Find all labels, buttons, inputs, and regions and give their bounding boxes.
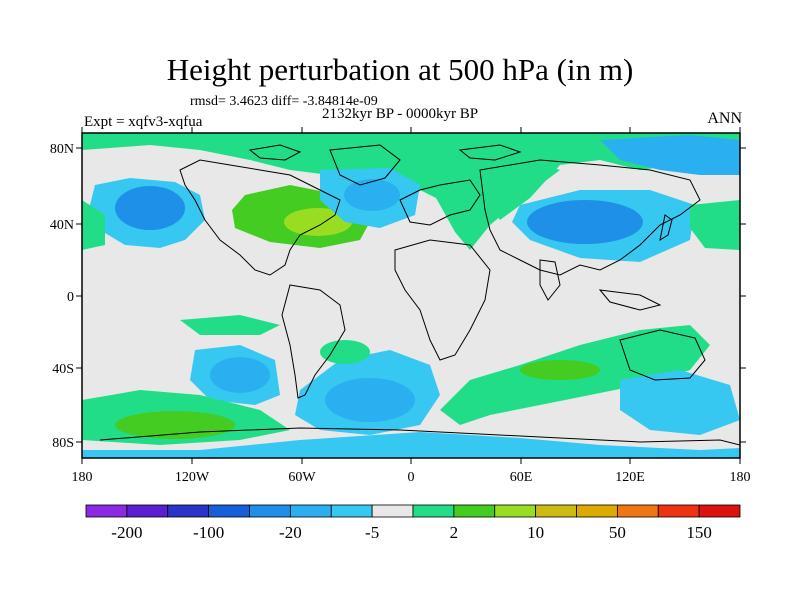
coast-asia — [479, 159, 701, 276]
coast-south-america — [281, 284, 346, 399]
lat-label: 80S — [52, 436, 74, 451]
coast-arctic-islands — [248, 144, 522, 161]
colorbar-label: -200 — [111, 523, 142, 542]
lon-label: 60E — [510, 470, 533, 485]
colorbar-swatch — [330, 504, 373, 518]
lon-label: 0 — [408, 470, 415, 485]
south-atlantic-core — [325, 378, 415, 422]
colorbar-label: -5 — [365, 523, 379, 542]
colorbar-label: -100 — [193, 523, 224, 542]
statistics-text: rmsd= 3.4623 diff= -3.84814e-09 — [190, 94, 378, 109]
south-green-core — [115, 411, 235, 439]
colorbar-label: -20 — [279, 523, 302, 542]
colorbar-swatch — [657, 504, 700, 518]
coastlines — [99, 144, 740, 446]
south-indian-blue — [620, 370, 740, 435]
colorbar-swatch — [85, 504, 128, 518]
lon-label: 120W — [175, 470, 210, 485]
season-label: ANN — [707, 110, 742, 127]
coast-greenland — [329, 144, 401, 186]
colorbar-label: 50 — [609, 523, 626, 542]
colorbar-swatch — [126, 504, 169, 518]
colorbar: -200 -100 -20 -5 2 10 50 150 — [85, 504, 741, 542]
coast-japan — [659, 214, 673, 242]
pacific-west-green — [690, 200, 740, 250]
colorbar-label: 2 — [450, 523, 459, 542]
lat-label: 40N — [50, 218, 74, 233]
colorbar-swatch — [289, 504, 332, 518]
alaska-core — [115, 186, 185, 230]
latitude-axis: 80N 40N 0 40S 80S — [50, 142, 746, 451]
coast-antarctica — [99, 427, 740, 446]
lon-label: 60W — [288, 470, 316, 485]
colorbar-swatch — [371, 504, 414, 518]
coast-north-america — [179, 159, 341, 276]
arctic-green-region — [82, 133, 740, 220]
colorbar-swatch — [494, 504, 537, 518]
asia-blue-core — [527, 200, 643, 244]
siberia-blue-region — [600, 135, 740, 175]
contour-fill — [82, 133, 740, 458]
equatorial-green — [180, 315, 280, 335]
coast-africa — [394, 239, 491, 361]
coast-se-asia — [598, 289, 662, 311]
southern-ocean-green-core — [520, 360, 600, 380]
colorbar-swatch — [412, 504, 455, 518]
lat-label: 80N — [50, 142, 74, 157]
lon-label: 180 — [72, 470, 93, 485]
colorbar-swatch — [698, 504, 741, 518]
lat-label: 0 — [67, 290, 74, 305]
lat-label: 40S — [52, 362, 74, 377]
lon-label: 180 — [730, 470, 751, 485]
colorbar-swatch — [208, 504, 250, 518]
colorbar-swatch — [535, 504, 577, 518]
longitude-axis: 180 120W 60W 0 60E 120E 180 — [72, 127, 751, 485]
colorbar-label: 10 — [527, 523, 544, 542]
north-atlantic-core — [344, 179, 400, 211]
coast-india — [539, 259, 561, 301]
coast-australia — [619, 329, 706, 381]
se-pacific-green — [320, 340, 370, 364]
colorbar-swatch — [616, 504, 659, 518]
south-pacific-core — [210, 357, 270, 393]
map-title: Height perturbation at 500 hPa (in m) — [166, 52, 634, 87]
period-text: 2132kyr BP - 0000kyr BP — [322, 106, 479, 122]
colorbar-swatch — [576, 504, 618, 518]
colorbar-swatch — [167, 504, 210, 518]
antarctic-blue — [82, 432, 740, 458]
colorbar-label: 150 — [686, 523, 712, 542]
colorbar-swatch — [453, 504, 496, 518]
lon-label: 120E — [615, 470, 645, 485]
experiment-label: Expt = xqfv3-xqfua — [84, 114, 203, 130]
pacific-east-green — [82, 200, 105, 250]
colorbar-swatch — [249, 504, 291, 518]
coast-europe — [399, 179, 481, 226]
